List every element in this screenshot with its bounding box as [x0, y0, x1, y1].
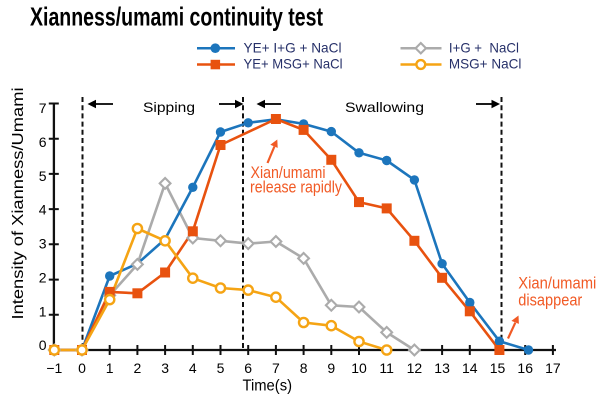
svg-text:1: 1: [39, 303, 47, 319]
svg-text:4: 4: [39, 202, 47, 218]
svg-text:12: 12: [407, 360, 423, 376]
svg-text:Swallowing: Swallowing: [345, 99, 424, 115]
svg-text:4: 4: [189, 360, 197, 376]
svg-text:13: 13: [434, 360, 450, 376]
svg-text:9: 9: [327, 360, 335, 376]
svg-text:Intensity of Xianness/Umami: Intensity of Xianness/Umami: [10, 88, 27, 320]
svg-text:YE+ MSG+ NaCl: YE+ MSG+ NaCl: [244, 56, 343, 72]
svg-text:MSG+ NaCl: MSG+ NaCl: [449, 56, 522, 72]
svg-text:Sipping: Sipping: [143, 99, 195, 115]
svg-text:17: 17: [545, 360, 561, 376]
svg-text:YE+ I+G + NaCl: YE+ I+G + NaCl: [244, 39, 342, 55]
svg-text:15: 15: [490, 360, 506, 376]
svg-text:Time(s): Time(s): [243, 378, 293, 395]
svg-text:3: 3: [161, 360, 169, 376]
svg-text:2: 2: [134, 360, 142, 376]
svg-text:5: 5: [39, 168, 47, 184]
svg-text:I+G + NaCl: I+G + NaCl: [449, 39, 519, 55]
svg-text:Xian/umami: Xian/umami: [518, 275, 596, 293]
svg-text:1: 1: [106, 360, 114, 376]
svg-text:disappear: disappear: [518, 292, 582, 310]
svg-text:7: 7: [272, 360, 280, 376]
svg-text:10: 10: [351, 360, 367, 376]
svg-text:8: 8: [300, 360, 308, 376]
svg-text:0: 0: [39, 337, 47, 353]
svg-text:7: 7: [39, 100, 47, 116]
svg-text:5: 5: [217, 360, 225, 376]
svg-text:14: 14: [462, 360, 478, 376]
svg-text:release rapidly: release rapidly: [250, 178, 343, 196]
svg-text:6: 6: [244, 360, 252, 376]
svg-text:3: 3: [39, 236, 47, 252]
svg-text:16: 16: [517, 360, 533, 376]
svg-text:0: 0: [78, 360, 86, 376]
svg-text:2: 2: [39, 269, 47, 285]
svg-text:6: 6: [39, 134, 47, 150]
svg-text:Xianness/umami continuity test: Xianness/umami continuity test: [30, 2, 323, 32]
svg-text:Xian/umami: Xian/umami: [251, 164, 326, 182]
svg-text:11: 11: [379, 360, 394, 376]
svg-text:−1: −1: [46, 360, 62, 376]
